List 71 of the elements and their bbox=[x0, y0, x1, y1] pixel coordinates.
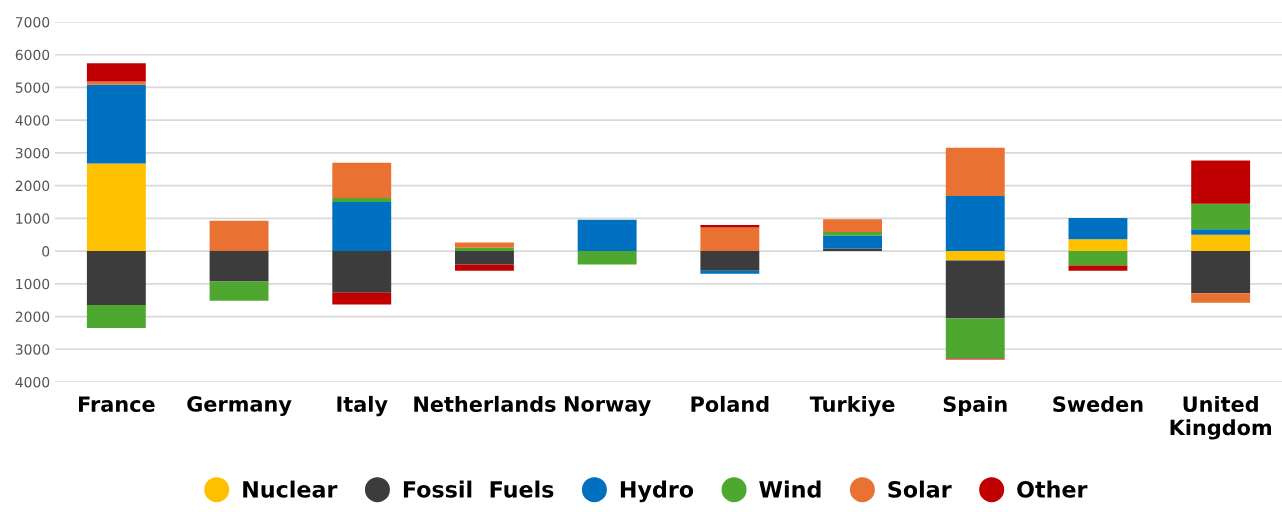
bar bbox=[577, 219, 637, 252]
y-tick-label: 1000 bbox=[16, 278, 50, 290]
bar bbox=[823, 232, 882, 236]
bar bbox=[1068, 218, 1128, 240]
y-tick-label: 5000 bbox=[15, 82, 50, 93]
bar bbox=[332, 251, 392, 293]
bar bbox=[86, 63, 146, 82]
y-tick-label: 2000 bbox=[15, 311, 50, 323]
bar bbox=[1191, 293, 1251, 303]
bar bbox=[945, 318, 1005, 359]
bar bbox=[209, 281, 269, 301]
x-tick-label: Italy bbox=[337, 395, 388, 417]
bar bbox=[1191, 203, 1251, 230]
x-tick-label: Spain bbox=[943, 395, 1007, 417]
bar bbox=[332, 198, 392, 202]
bar bbox=[332, 202, 392, 252]
y-tick-label: 2000 bbox=[15, 180, 50, 192]
y-tick-label: 4000 bbox=[15, 376, 50, 388]
bar bbox=[945, 260, 1005, 319]
legend-label: Wind bbox=[759, 480, 821, 498]
legend-label: Nuclear bbox=[243, 480, 338, 498]
bar bbox=[332, 162, 392, 199]
bar bbox=[700, 227, 760, 252]
x-tick-label: United Kingdom bbox=[1170, 395, 1271, 440]
y-tick-label: 4000 bbox=[15, 115, 50, 126]
x-tick-label: Germany bbox=[187, 396, 292, 417]
bar bbox=[700, 270, 760, 274]
bar bbox=[823, 235, 882, 249]
y-tick-label: 0 bbox=[42, 246, 50, 257]
bar bbox=[209, 251, 269, 282]
bar bbox=[209, 220, 269, 252]
y-tick-label: 7000 bbox=[15, 16, 50, 28]
x-tick-label: Netherlands bbox=[414, 395, 556, 413]
bar bbox=[1191, 234, 1251, 252]
bar bbox=[86, 305, 146, 328]
bar bbox=[86, 251, 146, 306]
bar bbox=[455, 264, 514, 271]
bar bbox=[455, 242, 514, 248]
bar bbox=[1068, 265, 1128, 271]
bar bbox=[823, 248, 882, 252]
y-tick-label: 3000 bbox=[15, 344, 50, 355]
bar bbox=[700, 251, 760, 271]
bar bbox=[455, 247, 514, 252]
bar bbox=[455, 251, 514, 265]
bar bbox=[700, 224, 760, 228]
y-tick-label: 1000 bbox=[16, 213, 50, 224]
legend-label: Other bbox=[1017, 480, 1088, 498]
legend-label: Solar bbox=[888, 480, 952, 498]
y-tick-label: 3000 bbox=[15, 147, 50, 159]
bar bbox=[1068, 251, 1128, 266]
bar bbox=[86, 81, 146, 85]
x-tick-label: Poland bbox=[691, 395, 769, 413]
bar bbox=[945, 251, 1005, 261]
x-tick-label: Sweden bbox=[1053, 395, 1143, 413]
y-tick-label: 6000 bbox=[15, 49, 50, 61]
bar bbox=[945, 147, 1005, 197]
x-tick-label: Norway bbox=[564, 396, 651, 417]
legend-label: Fossil Fuels bbox=[403, 480, 554, 498]
bar bbox=[1068, 239, 1128, 252]
bar bbox=[1191, 251, 1251, 294]
bar bbox=[1191, 229, 1251, 235]
bar bbox=[823, 219, 882, 233]
bar bbox=[577, 251, 637, 265]
bar bbox=[945, 196, 1005, 252]
legend-label: Hydro bbox=[620, 480, 694, 503]
bar bbox=[332, 292, 392, 305]
bar bbox=[1191, 160, 1251, 204]
bar bbox=[86, 84, 146, 164]
x-tick-label: France bbox=[78, 396, 155, 413]
x-tick-label: Turkiye bbox=[809, 395, 895, 417]
bar bbox=[86, 163, 146, 252]
